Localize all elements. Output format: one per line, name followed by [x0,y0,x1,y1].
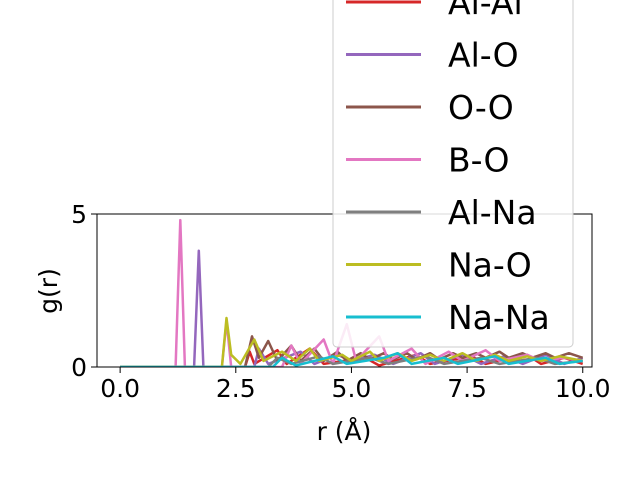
x-axis-label: r (Å) [317,417,372,446]
legend-label: B-O [448,141,509,180]
series-line-na-na [120,351,583,367]
legend-box [332,0,574,348]
legend-label: O-O [448,88,514,127]
legend: Al-Al Al-O O-O B-O Al-Na Na-O Na-Na [332,0,574,348]
legend-label: Al-O [448,36,519,75]
x-tick-label: 10.0 [555,374,611,403]
legend-label: Al-Na [448,193,537,232]
y-axis-label: g(r) [34,268,63,314]
x-tick-label: 2.5 [216,374,256,403]
y-tick-label: 5 [71,200,87,229]
x-tick-label: 0.0 [100,374,140,403]
x-tick-label: 7.5 [447,374,487,403]
series-line-al-na [120,355,583,367]
legend-label: Al-Al [448,0,523,22]
y-tick-label: 0 [71,353,87,382]
y-axis: 05 [71,200,97,382]
legend-label: Na-Na [448,298,550,337]
x-axis: 0.0 2.5 5.0 7.5 10.0 [100,367,611,403]
legend-label: Na-O [448,246,532,285]
series-line-na-o [120,316,583,367]
x-tick-label: 5.0 [332,374,372,403]
